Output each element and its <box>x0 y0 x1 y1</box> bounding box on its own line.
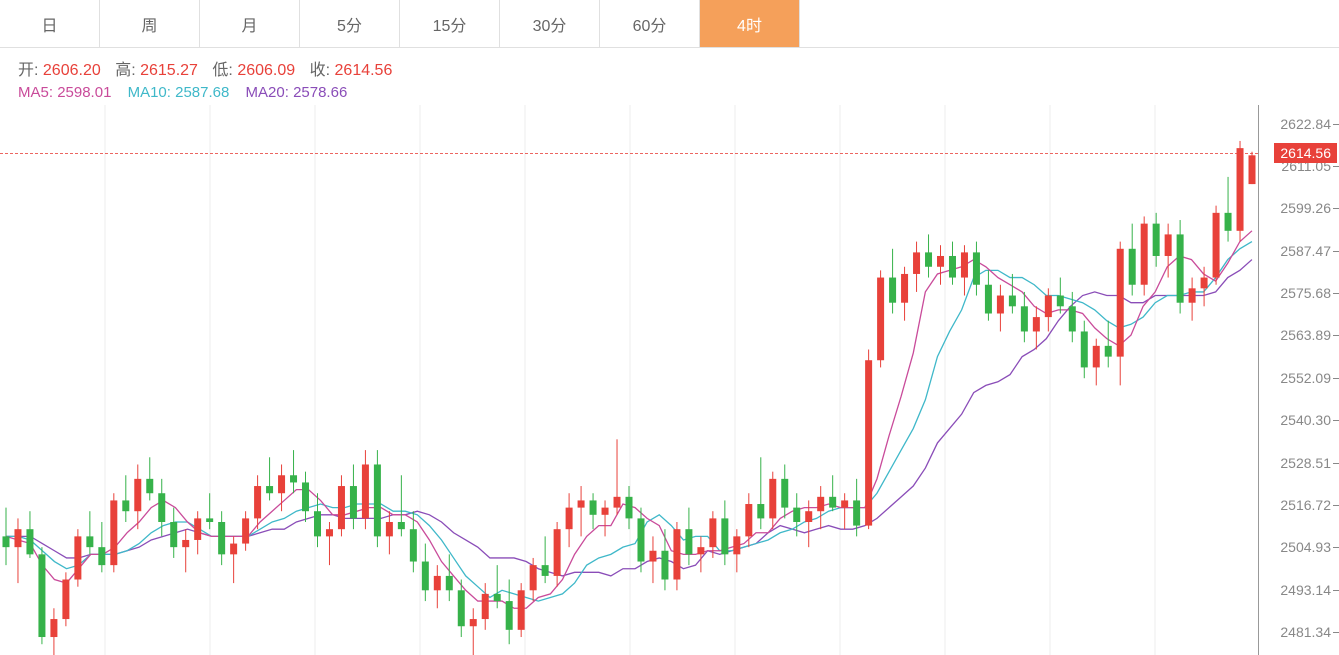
tab-day[interactable]: 日 <box>0 0 100 47</box>
close-value: 2614.56 <box>335 62 393 79</box>
y-tick-label: 2575.68 <box>1280 285 1331 301</box>
tab-month[interactable]: 月 <box>200 0 300 47</box>
current-price-tag: 2614.56 <box>1274 143 1337 163</box>
ma20-value: 2578.66 <box>293 84 347 101</box>
ma20-label: MA20: <box>246 84 289 101</box>
tab-60min[interactable]: 60分 <box>600 0 700 47</box>
y-tick-label: 2528.51 <box>1280 455 1331 471</box>
candlestick-chart <box>0 105 1258 655</box>
y-tick-label: 2504.93 <box>1280 539 1331 555</box>
y-tick-label: 2587.47 <box>1280 243 1331 259</box>
timeframe-tabs: 日 周 月 5分 15分 30分 60分 4时 <box>0 0 1339 48</box>
close-label: 收: <box>310 62 330 79</box>
open-value: 2606.20 <box>43 62 101 79</box>
y-tick-label: 2552.09 <box>1280 370 1331 386</box>
high-value: 2615.27 <box>140 62 198 79</box>
y-tick-label: 2563.89 <box>1280 327 1331 343</box>
y-axis: 2622.842611.052599.262587.472575.682563.… <box>1259 105 1339 655</box>
y-tick-label: 2540.30 <box>1280 412 1331 428</box>
ma-row: MA5: 2598.01 MA10: 2587.68 MA20: 2578.66 <box>18 84 1321 101</box>
low-label: 低: <box>212 62 232 79</box>
y-tick-label: 2516.72 <box>1280 497 1331 513</box>
open-label: 开: <box>18 62 38 79</box>
tab-week[interactable]: 周 <box>100 0 200 47</box>
current-price-line <box>0 153 1258 154</box>
tab-30min[interactable]: 30分 <box>500 0 600 47</box>
y-tick-label: 2599.26 <box>1280 200 1331 216</box>
ma10-label: MA10: <box>128 84 171 101</box>
ma5-value: 2598.01 <box>57 84 111 101</box>
y-tick-label: 2493.14 <box>1280 582 1331 598</box>
y-tick-label: 2481.34 <box>1280 624 1331 640</box>
tab-5min[interactable]: 5分 <box>300 0 400 47</box>
tab-4hour[interactable]: 4时 <box>700 0 800 47</box>
info-bar: 开: 2606.20 高: 2615.27 低: 2606.09 收: 2614… <box>0 48 1339 103</box>
tab-15min[interactable]: 15分 <box>400 0 500 47</box>
ohlc-row: 开: 2606.20 高: 2615.27 低: 2606.09 收: 2614… <box>18 56 1321 80</box>
y-tick-label: 2622.84 <box>1280 116 1331 132</box>
ma10-value: 2587.68 <box>175 84 229 101</box>
ma5-label: MA5: <box>18 84 53 101</box>
low-value: 2606.09 <box>237 62 295 79</box>
chart-container: 日 周 月 5分 15分 30分 60分 4时 开: 2606.20 高: 26… <box>0 0 1339 655</box>
high-label: 高: <box>115 62 135 79</box>
chart-area[interactable]: 2622.842611.052599.262587.472575.682563.… <box>0 105 1339 655</box>
